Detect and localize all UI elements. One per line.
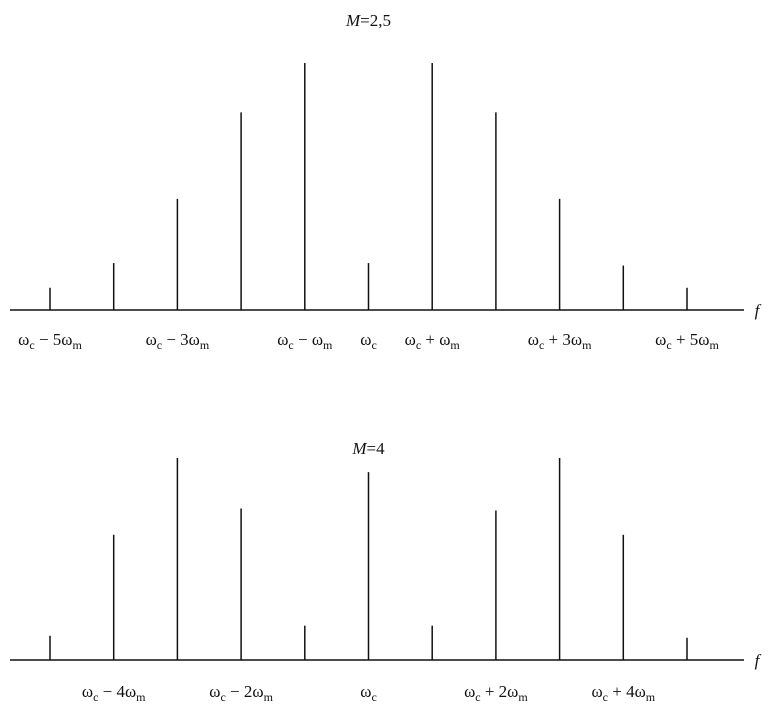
tick-label: ωc − 4ωm — [82, 682, 146, 704]
tick-label: ωc + 4ωm — [591, 682, 655, 704]
chart-title: M=4 — [351, 439, 385, 458]
x-axis-label: f — [755, 651, 762, 670]
chart-title: M=2,5 — [345, 11, 391, 30]
tick-label: ωc − 3ωm — [146, 330, 210, 352]
chart-title-value: =4 — [367, 439, 386, 458]
spectrum-panel-m-4: M=4 f ωc − 4ωm ωc − 2ωm ωc ωc + 2ωm ωc + 4ωm — [10, 439, 762, 704]
tick-label: ωc + 2ωm — [464, 682, 528, 704]
x-axis-label: f — [755, 301, 762, 320]
tick-label: ωc — [360, 330, 377, 352]
tick-label: ωc − 5ωm — [18, 330, 82, 352]
tick-label: ωc — [360, 682, 377, 704]
tick-label: ωc + 5ωm — [655, 330, 719, 352]
tick-label: ωc + 3ωm — [528, 330, 592, 352]
tick-label: ωc + ωm — [405, 330, 461, 352]
tick-label: ωc − ωm — [277, 330, 333, 352]
chart-title-variable: M — [351, 439, 367, 458]
tick-label: ωc − 2ωm — [209, 682, 273, 704]
spectrum-panel-m-2-5: M=2,5 f ωc − 5ωm ωc − 3ωm ωc − ωm ωc ωc + ωm ωc… — [10, 11, 762, 352]
chart-title-value: =2,5 — [360, 11, 391, 30]
chart-title-variable: M — [345, 11, 361, 30]
